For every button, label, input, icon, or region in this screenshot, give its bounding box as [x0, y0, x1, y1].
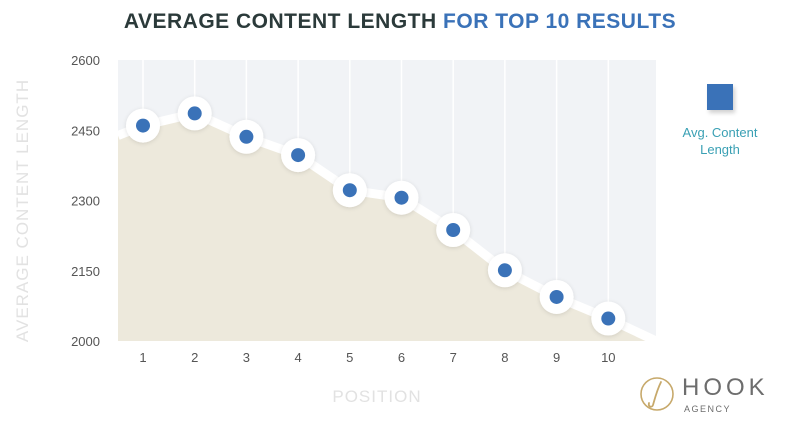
x-tick-label: 10	[601, 350, 615, 365]
x-tick-label: 2	[191, 350, 198, 365]
y-tick-label: 2300	[71, 194, 100, 209]
data-point	[497, 263, 512, 278]
hook-agency-logo: HOOK AGENCY	[639, 374, 789, 416]
x-tick-labels: 1 2 3 4 5 6 7 8 9 10	[139, 350, 615, 365]
x-tick-label: 8	[501, 350, 508, 365]
y-tick-labels: 2000 2150 2300 2450 2600	[71, 53, 100, 349]
y-axis-title: AVERAGE CONTENT LENGTH	[13, 79, 32, 342]
data-point	[342, 183, 357, 198]
x-tick-label: 3	[243, 350, 250, 365]
chart-title-part1: AVERAGE CONTENT LENGTH	[123, 10, 437, 33]
chart-title: AVERAGE CONTENT LENGTH FOR TOP 10 RESULT…	[0, 10, 800, 34]
legend: Avg. Content Length	[672, 84, 768, 158]
y-tick-label: 2450	[71, 123, 100, 138]
x-tick-label: 9	[553, 350, 560, 365]
legend-label-line2: Length	[700, 142, 740, 157]
area-fill	[118, 113, 656, 342]
y-tick-label: 2150	[71, 264, 100, 279]
data-point	[239, 129, 254, 144]
data-point	[601, 311, 616, 326]
data-point	[446, 223, 461, 238]
x-tick-label: 6	[398, 350, 405, 365]
hook-logo-icon	[640, 377, 674, 411]
y-tick-label: 2000	[71, 334, 100, 349]
logo-subtitle: AGENCY	[684, 404, 732, 414]
logo-wordmark: HOOK	[682, 374, 769, 401]
chart-title-part2: FOR TOP 10 RESULTS	[443, 10, 677, 33]
x-tick-label: 1	[139, 350, 146, 365]
y-tick-label: 2600	[71, 53, 100, 68]
legend-label-line1: Avg. Content	[682, 125, 758, 140]
data-point	[394, 190, 409, 205]
x-tick-label: 7	[450, 350, 457, 365]
data-point	[136, 118, 150, 133]
x-tick-label: 5	[346, 350, 353, 365]
x-tick-label: 4	[294, 350, 301, 365]
data-markers	[126, 96, 626, 336]
data-point	[187, 106, 202, 121]
legend-swatch	[707, 84, 733, 110]
data-point	[549, 289, 564, 304]
x-axis-title: POSITION	[332, 387, 421, 406]
data-point	[291, 148, 306, 163]
